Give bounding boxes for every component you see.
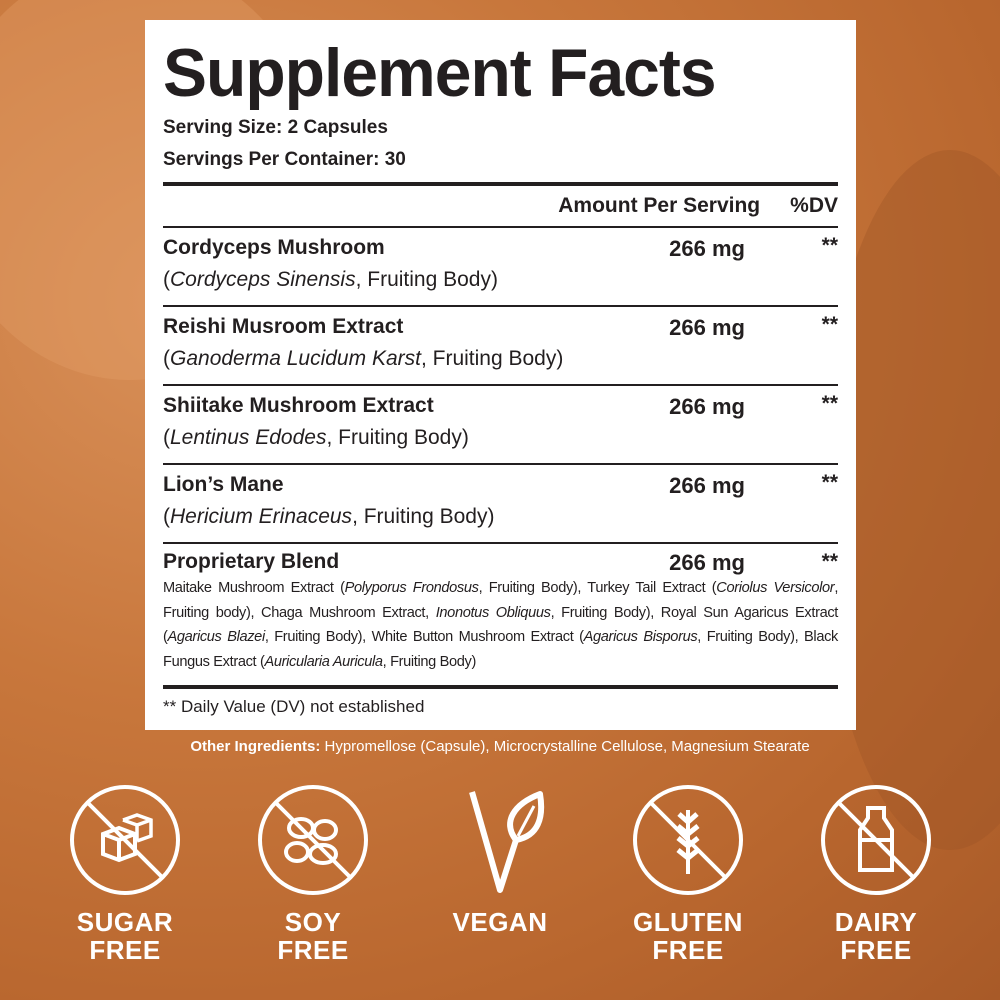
ingredient-amount: 266 mg — [669, 473, 745, 498]
ingredient-amount: 266 mg — [669, 315, 745, 340]
ingredient-name: Lion’s Mane — [163, 473, 284, 496]
badge-label: FREE — [652, 935, 724, 965]
ingredient-name: Shiitake Mushroom Extract — [163, 394, 434, 417]
sugar-cubes-icon — [70, 785, 180, 895]
ingredient-name: Reishi Musroom Extract — [163, 315, 404, 338]
milk-bottle-icon — [821, 785, 931, 895]
ingredient-row: Cordyceps Mushroom (Cordyceps Sinensis, … — [163, 228, 838, 305]
panel-title: Supplement Facts — [163, 35, 717, 111]
badge-label: FREE — [840, 935, 912, 965]
badge-label: FREE — [277, 935, 349, 965]
proprietary-blend-row: Proprietary Blend 266 mg ** Maitake Mush… — [163, 544, 838, 685]
ingredient-dv: ** — [821, 234, 838, 257]
badge-vegan: VEGAN — [435, 782, 565, 936]
ingredient-name: Cordyceps Mushroom — [163, 236, 385, 259]
blend-dv: ** — [821, 550, 838, 573]
ingredient-row: Reishi Musroom Extract (Ganoderma Lucidu… — [163, 307, 838, 384]
blend-amount: 266 mg — [669, 550, 745, 575]
divider — [163, 182, 838, 186]
dv-header: %DV — [790, 194, 838, 217]
blend-name: Proprietary Blend — [163, 550, 340, 573]
ingredient-dv: ** — [821, 313, 838, 336]
supplement-facts-panel: Supplement Facts Serving Size: 2 Capsule… — [145, 20, 856, 730]
badge-label: FREE — [89, 935, 161, 965]
ingredient-source: (Cordyceps Sinensis, Fruiting Body) — [163, 268, 498, 291]
ingredient-dv: ** — [821, 392, 838, 415]
ingredient-dv: ** — [821, 471, 838, 494]
divider — [163, 226, 838, 228]
leaf-v-icon — [469, 791, 545, 893]
ingredient-amount: 266 mg — [669, 236, 745, 261]
badge-label: DAIRY — [834, 907, 918, 937]
blend-ingredients: Maitake Mushroom Extract (Polyporus Fron… — [163, 580, 839, 670]
divider — [163, 685, 838, 689]
other-ingredients: Other Ingredients: Hypromellose (Capsule… — [190, 738, 810, 755]
servings-per-container: Servings Per Container: 30 — [163, 149, 406, 170]
ingredient-source: (Lentinus Edodes, Fruiting Body) — [163, 426, 469, 449]
ingredient-amount: 266 mg — [669, 394, 745, 419]
divider — [163, 384, 838, 386]
badge-gluten-free: GLUTEN FREE — [623, 782, 753, 964]
amount-header: Amount Per Serving — [558, 194, 761, 217]
badge-label: GLUTEN — [633, 907, 743, 937]
column-header: Amount Per Serving %DV — [163, 186, 838, 226]
ingredient-row: Lion’s Mane (Hericium Erinaceus, Fruitin… — [163, 465, 838, 542]
badge-sugar-free: SUGAR FREE — [60, 782, 190, 964]
wheat-icon — [633, 785, 743, 895]
ingredient-source: (Ganoderma Lucidum Karst, Fruiting Body) — [163, 347, 564, 370]
divider — [163, 305, 838, 307]
footnote: ** Daily Value (DV) not established — [163, 697, 425, 716]
badge-soy-free: SOY FREE — [248, 782, 378, 964]
ingredient-row: Shiitake Mushroom Extract (Lentinus Edod… — [163, 386, 838, 463]
badge-label: SOY — [284, 907, 342, 937]
ingredient-source: (Hericium Erinaceus, Fruiting Body) — [163, 505, 495, 528]
divider — [163, 542, 838, 544]
badge-label: SUGAR — [76, 907, 174, 937]
divider — [163, 463, 838, 465]
badge-label: VEGAN — [452, 907, 548, 937]
badge-dairy-free: DAIRY FREE — [811, 782, 941, 964]
serving-size: Serving Size: 2 Capsules — [163, 117, 388, 138]
soybeans-icon — [258, 785, 368, 895]
